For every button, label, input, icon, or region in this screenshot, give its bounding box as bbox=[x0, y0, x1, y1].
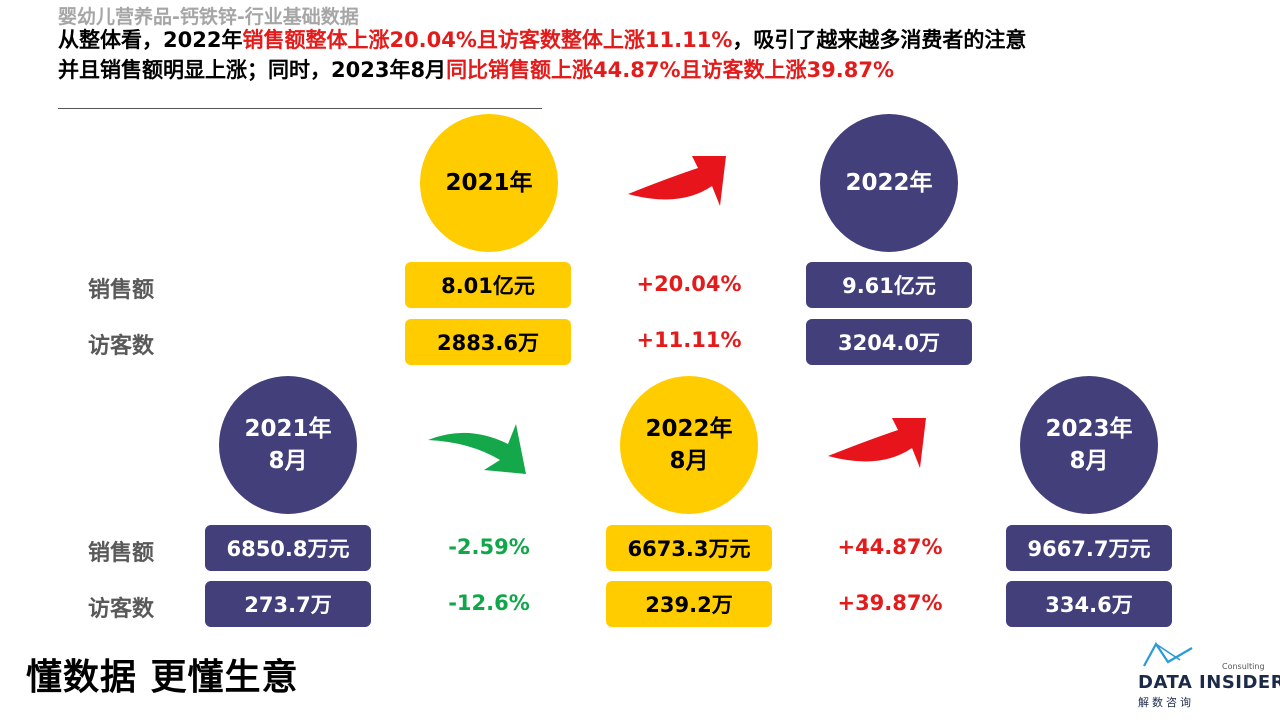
monthly-visitors-2023-value: 334.6万 bbox=[1045, 593, 1133, 617]
circle-2022-label: 2022年 bbox=[845, 170, 933, 196]
green-curved-down-arrow-icon bbox=[428, 424, 526, 474]
headline-text: 并且销售额明显上涨；同时，2023年8月 bbox=[58, 58, 447, 82]
annual-visitors-2022: 3204.0万 bbox=[806, 319, 972, 365]
monthly-visitors-2021-value: 273.7万 bbox=[244, 593, 332, 617]
monthly-visitors-2023: 334.6万 bbox=[1006, 581, 1172, 627]
circle-2021-aug-month: 8月 bbox=[268, 448, 308, 474]
headline-line-2: 并且销售额明显上涨；同时，2023年8月同比销售额上涨44.87%且访客数上涨3… bbox=[58, 54, 894, 84]
annual-sales-2021: 8.01亿元 bbox=[405, 262, 571, 308]
logo-chinese-name: 解数咨询 bbox=[1138, 696, 1194, 709]
monthly-visitors-2021: 273.7万 bbox=[205, 581, 371, 627]
slogan: 懂数据 更懂生意 bbox=[26, 657, 299, 698]
slide-subtitle: 婴幼儿营养品-钙铁锌-行业基础数据 bbox=[58, 6, 359, 28]
logo-consulting-text: Consulting bbox=[1222, 662, 1265, 671]
red-curved-up-arrow-icon bbox=[828, 418, 926, 468]
annual-sales-2021-value: 8.01亿元 bbox=[441, 274, 535, 298]
annual-sales-2022-value: 9.61亿元 bbox=[842, 274, 936, 298]
annual-sales-change: +20.04% bbox=[636, 272, 742, 296]
headline-text: 从整体看，2022年 bbox=[58, 28, 243, 52]
annual-sales-2022: 9.61亿元 bbox=[806, 262, 972, 308]
circle-2022: 2022年 bbox=[820, 114, 958, 252]
monthly-visitors-label: 访客数 bbox=[88, 597, 155, 622]
monthly-sales-2022: 6673.3万元 bbox=[606, 525, 772, 571]
circle-2021-aug-year: 2021年 bbox=[244, 416, 332, 442]
circle-2021-label: 2021年 bbox=[445, 170, 533, 196]
circle-2023-aug: 2023年 8月 bbox=[1020, 376, 1158, 514]
monthly-visitors-2022-value: 239.2万 bbox=[645, 593, 733, 617]
data-insider-logo-icon bbox=[1143, 641, 1193, 667]
divider-line bbox=[58, 108, 542, 109]
annual-visitors-change: +11.11% bbox=[636, 328, 742, 352]
monthly-sales-2023-value: 9667.7万元 bbox=[1027, 537, 1151, 561]
circle-2021-aug: 2021年 8月 bbox=[219, 376, 357, 514]
monthly-sales-2021-value: 6850.8万元 bbox=[226, 537, 350, 561]
monthly-sales-label: 销售额 bbox=[88, 541, 155, 566]
circle-2022-aug-year: 2022年 bbox=[645, 416, 733, 442]
annual-visitors-2021: 2883.6万 bbox=[405, 319, 571, 365]
monthly-sales-change-ab: -2.59% bbox=[448, 535, 530, 559]
circle-2022-aug-month: 8月 bbox=[669, 448, 709, 474]
annual-visitors-2022-value: 3204.0万 bbox=[837, 331, 941, 355]
annual-visitors-label: 访客数 bbox=[88, 334, 155, 359]
circle-2021: 2021年 bbox=[420, 114, 558, 252]
monthly-sales-change-bc: +44.87% bbox=[837, 535, 943, 559]
headline-highlight: 同比销售额上涨44.87%且访客数上涨39.87% bbox=[446, 58, 894, 82]
monthly-sales-2023: 9667.7万元 bbox=[1006, 525, 1172, 571]
monthly-visitors-change-ab: -12.6% bbox=[448, 591, 530, 615]
annual-visitors-2021-value: 2883.6万 bbox=[436, 331, 540, 355]
headline-line-1: 从整体看，2022年销售额整体上涨20.04%且访客数整体上涨11.11%，吸引… bbox=[58, 24, 1026, 54]
red-curved-up-arrow-icon bbox=[628, 156, 726, 206]
circle-2023-aug-year: 2023年 bbox=[1045, 416, 1133, 442]
annual-sales-label: 销售额 bbox=[88, 278, 155, 303]
circle-2022-aug: 2022年 8月 bbox=[620, 376, 758, 514]
circle-2023-aug-month: 8月 bbox=[1069, 448, 1109, 474]
monthly-visitors-change-bc: +39.87% bbox=[837, 591, 943, 615]
monthly-sales-2021: 6850.8万元 bbox=[205, 525, 371, 571]
monthly-sales-2022-value: 6673.3万元 bbox=[627, 537, 751, 561]
monthly-visitors-2022: 239.2万 bbox=[606, 581, 772, 627]
headline-text: ，吸引了越来越多消费者的注意 bbox=[732, 28, 1027, 52]
headline-highlight: 销售额整体上涨20.04%且访客数整体上涨11.11% bbox=[242, 28, 733, 52]
logo-name: DATA INSIDER bbox=[1138, 672, 1280, 693]
